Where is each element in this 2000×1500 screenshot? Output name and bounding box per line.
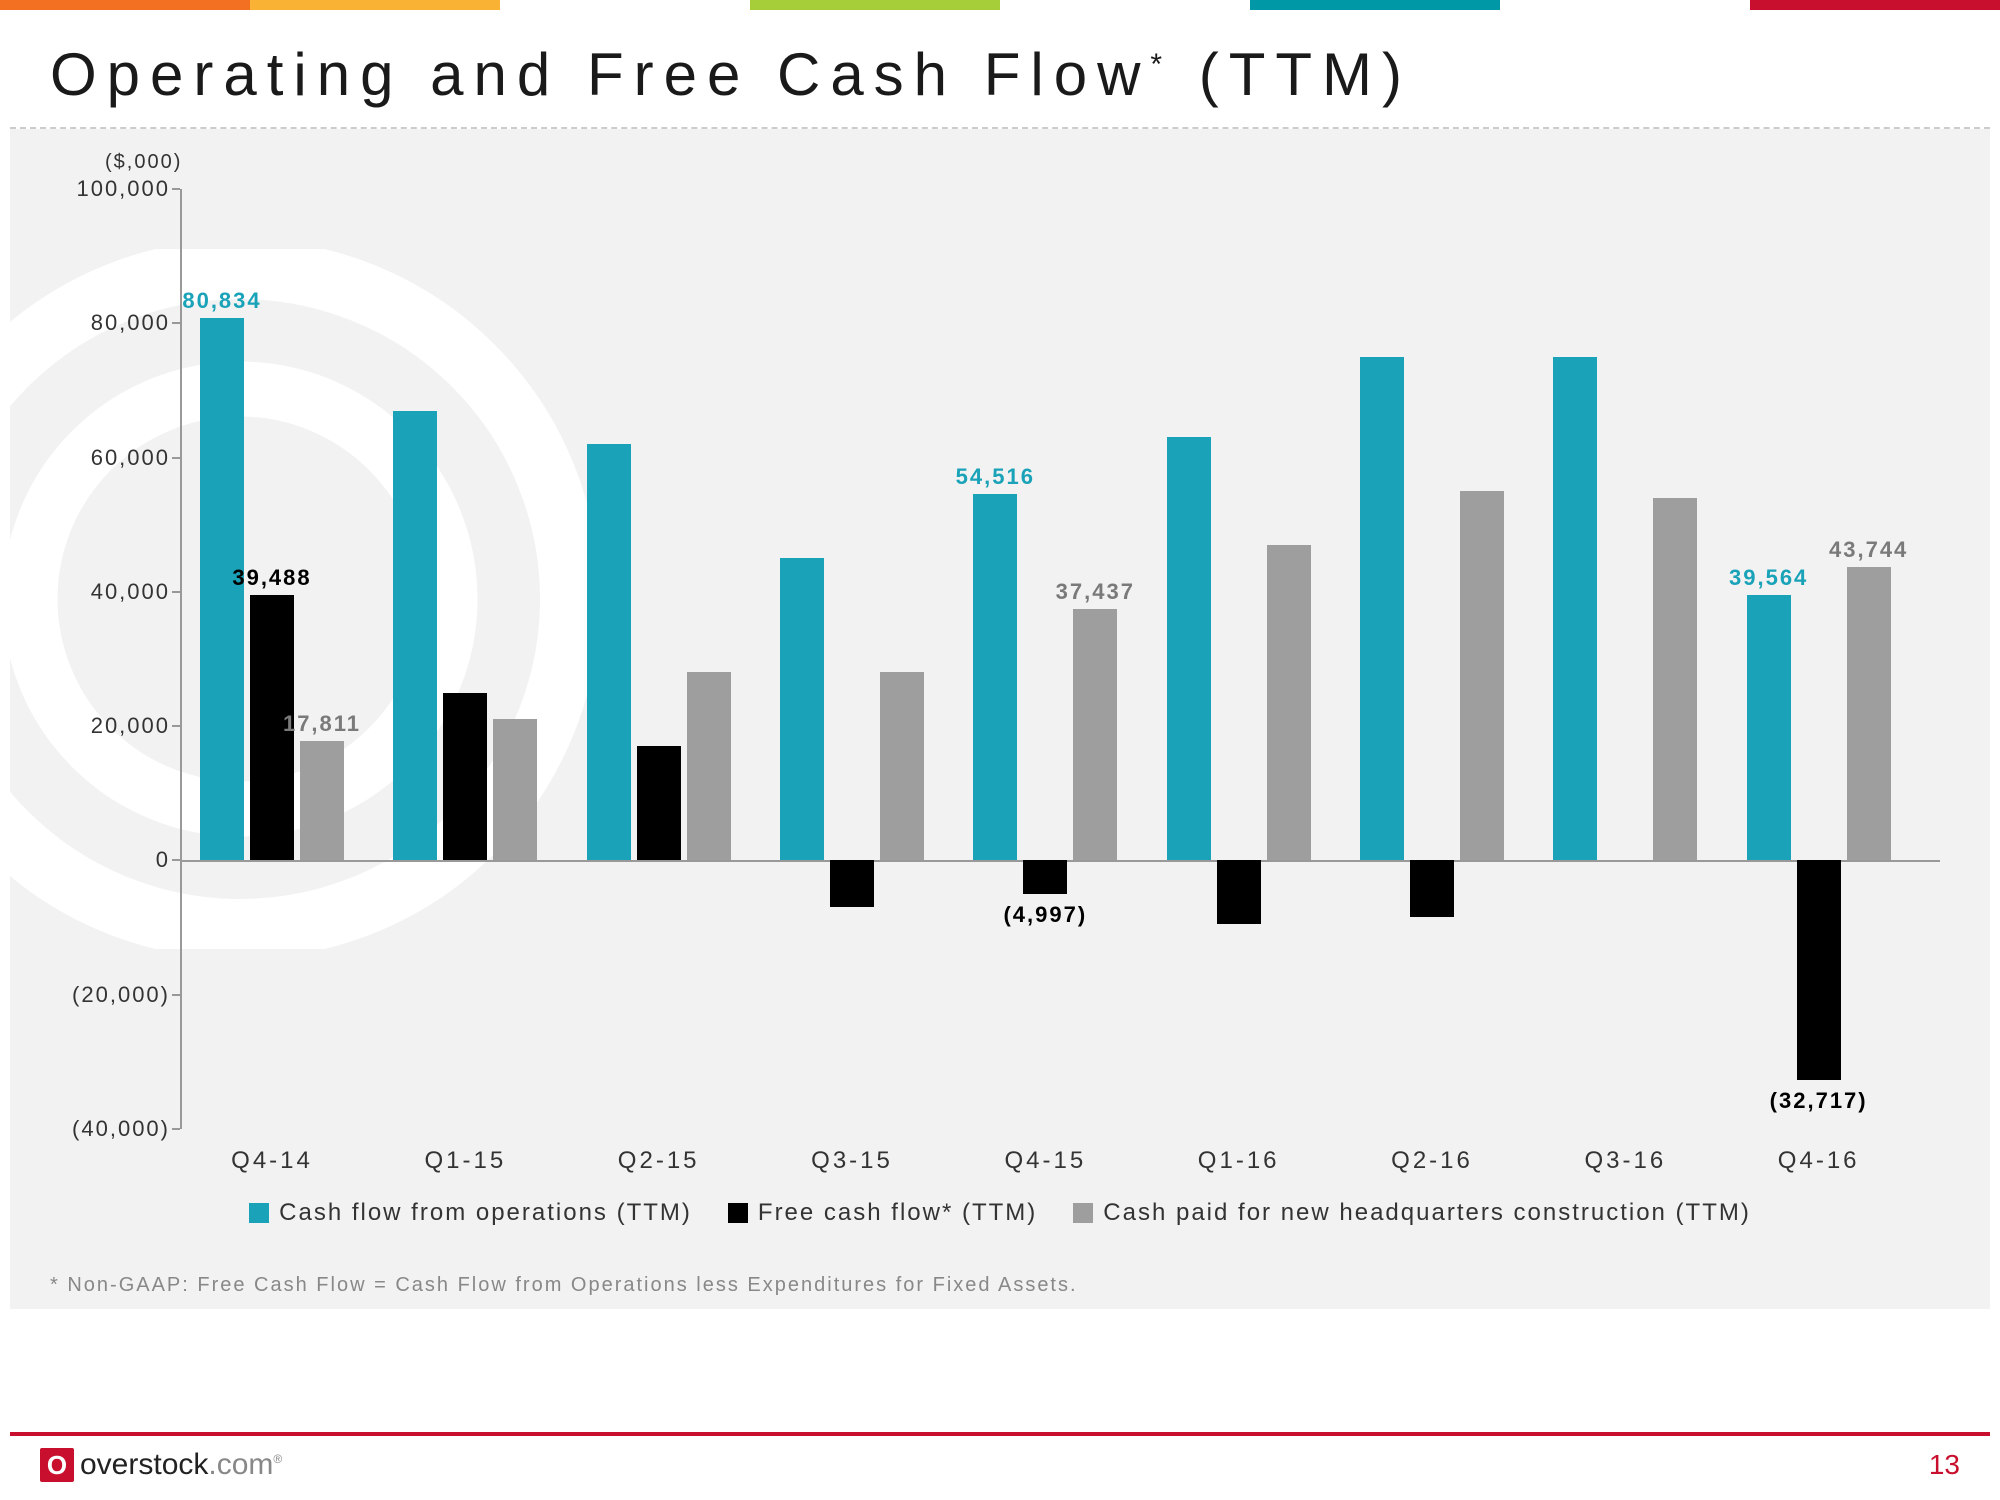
page-title: Operating and Free Cash Flow* (TTM) <box>50 40 1950 109</box>
logo-text: overstock.com® <box>80 1448 282 1482</box>
value-label: 37,437 <box>1056 579 1135 605</box>
y-axis-unit: ($,000) <box>105 151 182 174</box>
legend-item: Cash flow from operations (TTM) <box>249 1199 692 1227</box>
bar-hq <box>1847 567 1891 861</box>
y-tick-label: (40,000) <box>60 1116 170 1142</box>
legend-label: Cash flow from operations (TTM) <box>279 1199 692 1227</box>
bar-hq <box>1267 545 1311 861</box>
value-label: 54,516 <box>956 464 1035 490</box>
y-tick-label: 60,000 <box>60 445 170 471</box>
y-tick-label: 100,000 <box>60 176 170 202</box>
x-tick-label: Q3-16 <box>1584 1147 1666 1175</box>
y-tick-mark <box>172 591 180 593</box>
y-tick-mark <box>172 859 180 861</box>
bar-fcf <box>1410 860 1454 917</box>
logo-mark-icon: O <box>40 1448 74 1482</box>
y-tick-mark <box>172 1128 180 1130</box>
y-tick-label: 80,000 <box>60 310 170 336</box>
logo-name: overstock <box>80 1448 208 1481</box>
y-tick-mark <box>172 994 180 996</box>
footnote: * Non-GAAP: Free Cash Flow = Cash Flow f… <box>50 1274 1078 1297</box>
value-label: (32,717) <box>1770 1088 1868 1114</box>
bar-ops <box>1360 357 1404 861</box>
legend-item: Free cash flow* (TTM) <box>728 1199 1037 1227</box>
x-tick-label: Q1-16 <box>1198 1147 1280 1175</box>
bar-fcf <box>1217 860 1261 924</box>
y-tick-mark <box>172 457 180 459</box>
legend-swatch <box>728 1203 748 1223</box>
value-label: 43,744 <box>1829 537 1908 563</box>
footer: O overstock.com® 13 <box>0 1432 2000 1500</box>
bar-ops <box>1167 437 1211 860</box>
legend-swatch <box>249 1203 269 1223</box>
bar-ops <box>1747 595 1791 861</box>
x-tick-label: Q4-15 <box>1004 1147 1086 1175</box>
y-tick-mark <box>172 725 180 727</box>
y-tick-label: 0 <box>60 847 170 873</box>
bar-ops <box>780 558 824 860</box>
brand-logo: O overstock.com® <box>40 1448 282 1482</box>
value-label: 17,811 <box>283 711 361 737</box>
legend-swatch <box>1073 1203 1093 1223</box>
title-area: Operating and Free Cash Flow* (TTM) <box>0 10 2000 127</box>
value-label: (4,997) <box>1003 902 1087 928</box>
y-axis-line <box>180 189 182 1129</box>
chart-panel: ($,000) 100,00080,00060,00040,00020,0000… <box>10 129 1990 1309</box>
logo-tld: .com <box>208 1448 273 1481</box>
x-tick-label: Q4-16 <box>1778 1147 1860 1175</box>
bar-fcf <box>637 746 681 860</box>
bar-fcf <box>1023 860 1067 894</box>
bar-fcf <box>443 693 487 861</box>
y-tick-mark <box>172 322 180 324</box>
chart-plot-area: 100,00080,00060,00040,00020,0000(20,000)… <box>180 189 1940 1129</box>
x-tick-label: Q2-16 <box>1391 1147 1473 1175</box>
bar-hq <box>300 741 344 861</box>
legend-label: Free cash flow* (TTM) <box>758 1199 1037 1227</box>
bar-ops <box>973 494 1017 860</box>
legend-item: Cash paid for new headquarters construct… <box>1073 1199 1751 1227</box>
y-tick-label: 40,000 <box>60 579 170 605</box>
bar-ops <box>587 444 631 860</box>
bar-fcf <box>830 860 874 907</box>
value-label: 80,834 <box>182 288 261 314</box>
chart-legend: Cash flow from operations (TTM) Free cash… <box>10 1199 1990 1230</box>
y-tick-label: (20,000) <box>60 982 170 1008</box>
value-label: 39,564 <box>1729 565 1808 591</box>
bar-fcf <box>1797 860 1841 1080</box>
x-tick-label: Q3-15 <box>811 1147 893 1175</box>
legend-label: Cash paid for new headquarters construct… <box>1103 1199 1751 1227</box>
bar-hq <box>687 672 731 860</box>
x-tick-label: Q2-15 <box>618 1147 700 1175</box>
bar-hq <box>1073 609 1117 860</box>
bar-ops <box>393 411 437 861</box>
bar-hq <box>493 719 537 860</box>
value-label: 39,488 <box>232 565 311 591</box>
y-tick-label: 20,000 <box>60 713 170 739</box>
bar-ops <box>1553 357 1597 861</box>
top-accent-stripe <box>0 0 2000 10</box>
bar-hq <box>1653 498 1697 861</box>
y-tick-mark <box>172 188 180 190</box>
bar-hq <box>1460 491 1504 860</box>
bar-hq <box>880 672 924 860</box>
x-tick-label: Q4-14 <box>231 1147 313 1175</box>
page-number: 13 <box>1929 1449 1960 1481</box>
x-tick-label: Q1-15 <box>424 1147 506 1175</box>
